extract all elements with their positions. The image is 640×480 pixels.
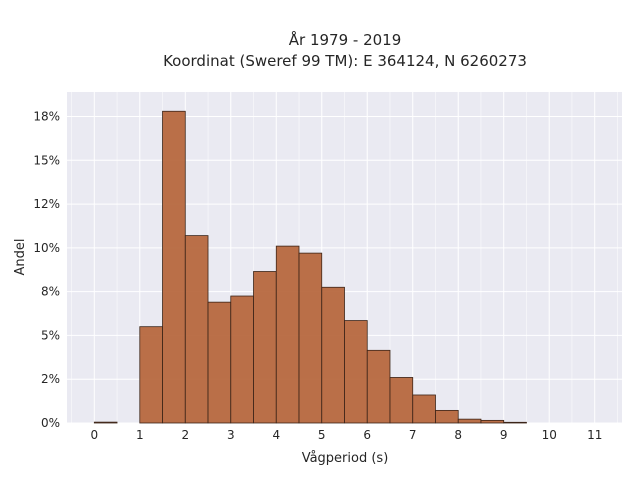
histogram-bar (412, 394, 436, 424)
histogram-bar (162, 110, 186, 424)
x-tick-label: 4 (272, 428, 280, 442)
y-tick-label: 15% (33, 153, 60, 167)
x-axis-label: Vågperiod (s) (302, 451, 389, 466)
histogram-bar (435, 409, 459, 424)
x-tick-label: 1 (136, 428, 144, 442)
chart-subtitle: Koordinat (Sweref 99 TM): E 364124, N 62… (163, 52, 527, 70)
y-tick-label: 5% (41, 328, 60, 342)
histogram-bar (275, 245, 300, 424)
histogram-bar (230, 295, 254, 424)
y-axis-label: Andel (13, 239, 28, 276)
x-tick-label: 3 (227, 428, 235, 442)
x-tick-label: 7 (409, 428, 417, 442)
y-tick-label: 2% (41, 372, 60, 386)
y-tick-label: 12% (33, 197, 60, 211)
histogram-bar (457, 418, 482, 424)
x-tick-labels: 0 1 2 3 4 5 6 7 8 9 10 11 (90, 428, 602, 442)
bars-group (93, 110, 527, 424)
histogram-bar (184, 235, 209, 424)
histogram-bar (389, 377, 414, 424)
histogram-bar (298, 252, 323, 424)
x-tick-label: 0 (90, 428, 98, 442)
histogram-bar (366, 349, 391, 424)
x-tick-label: 10 (542, 428, 557, 442)
y-tick-label: 10% (33, 241, 60, 255)
histogram-bar (344, 320, 368, 424)
y-tick-label: 18% (33, 110, 60, 124)
x-tick-label: 6 (363, 428, 371, 442)
y-tick-labels: 0% 2% 5% 8% 10% 12% 15% 18% (33, 110, 60, 430)
histogram-bar (93, 421, 118, 424)
histogram-bar (321, 286, 345, 424)
histogram-bar (207, 301, 232, 424)
histogram-bar (253, 271, 277, 424)
chart-title: År 1979 - 2019 (289, 30, 402, 49)
x-tick-label: 8 (454, 428, 462, 442)
y-tick-label: 0% (41, 416, 60, 430)
histogram-bar (480, 419, 505, 424)
x-tick-label: 2 (181, 428, 189, 442)
y-tick-label: 8% (41, 285, 60, 299)
x-tick-label: 11 (587, 428, 602, 442)
histogram-bar (503, 421, 527, 424)
x-tick-label: 9 (500, 428, 508, 442)
histogram-bar (139, 326, 163, 424)
x-tick-label: 5 (318, 428, 326, 442)
